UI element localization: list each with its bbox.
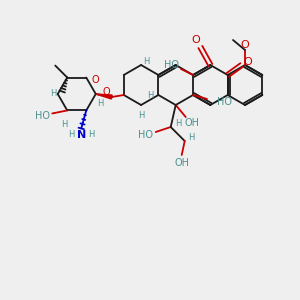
Text: OH: OH [174,158,189,168]
Text: H: H [176,119,182,128]
Text: H: H [147,91,154,100]
Text: O: O [191,35,200,45]
Text: HO: HO [217,97,232,107]
Text: HO: HO [164,60,178,70]
Text: H: H [138,110,144,119]
Text: O: O [241,40,249,50]
Text: OH: OH [184,118,199,128]
Text: H: H [88,130,94,139]
Text: O: O [103,87,111,97]
Text: N: N [76,130,86,140]
Text: HO: HO [138,130,153,140]
Text: O: O [91,75,99,85]
Text: H: H [143,58,149,67]
Text: O: O [243,57,252,67]
Polygon shape [96,94,112,99]
Text: H: H [68,130,74,139]
Text: H: H [98,100,104,109]
Text: H: H [188,134,195,142]
Text: H: H [50,89,56,98]
Text: H: H [61,120,68,129]
Text: HO: HO [35,112,50,122]
